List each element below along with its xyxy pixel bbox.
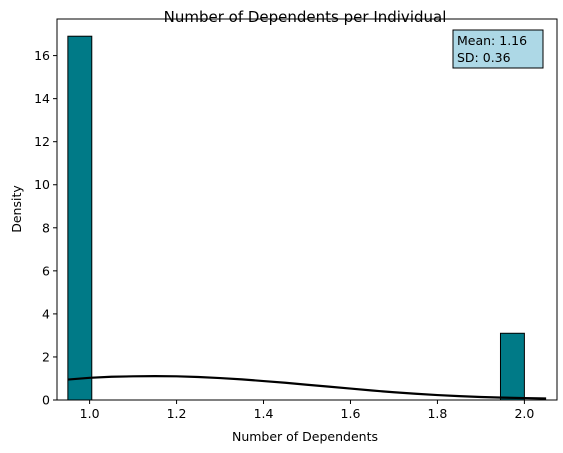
y-tick-label: 16 xyxy=(34,48,50,63)
stats-sd-text: SD: 0.36 xyxy=(457,50,511,65)
y-tick-label: 0 xyxy=(42,393,50,408)
x-tick-label: 1.6 xyxy=(341,406,361,421)
x-tick-label: 1.0 xyxy=(80,406,100,421)
x-axis-label: Number of Dependents xyxy=(232,429,378,444)
y-tick-label: 6 xyxy=(42,263,50,278)
x-tick-label: 1.8 xyxy=(427,406,447,421)
y-tick-label: 8 xyxy=(42,220,50,235)
y-tick-label: 10 xyxy=(34,177,50,192)
x-tick-label: 1.2 xyxy=(167,406,187,421)
x-axis-ticks: 1.0 1.2 1.4 1.6 1.8 2.0 xyxy=(80,400,534,421)
histogram-bars xyxy=(67,35,525,401)
x-tick-label: 2.0 xyxy=(514,406,534,421)
stats-mean-text: Mean: 1.16 xyxy=(457,33,527,48)
stats-box: Mean: 1.16 SD: 0.36 xyxy=(452,29,544,69)
plot-frame xyxy=(56,18,558,401)
y-tick-label: 14 xyxy=(34,91,50,106)
y-tick-label: 4 xyxy=(42,306,50,321)
histogram-bar-2 xyxy=(499,332,525,401)
y-tick-label: 12 xyxy=(34,134,50,149)
y-axis-ticks: 0 2 4 6 8 10 12 14 16 xyxy=(34,48,57,408)
y-axis-label: Density xyxy=(9,185,24,233)
y-tick-label: 2 xyxy=(42,349,50,364)
kde-line xyxy=(67,375,547,400)
histogram-bar-1 xyxy=(67,35,93,401)
stats-box-background xyxy=(452,29,544,69)
chart-title: Number of Dependents per Individual xyxy=(164,8,447,26)
x-tick-label: 1.4 xyxy=(254,406,274,421)
